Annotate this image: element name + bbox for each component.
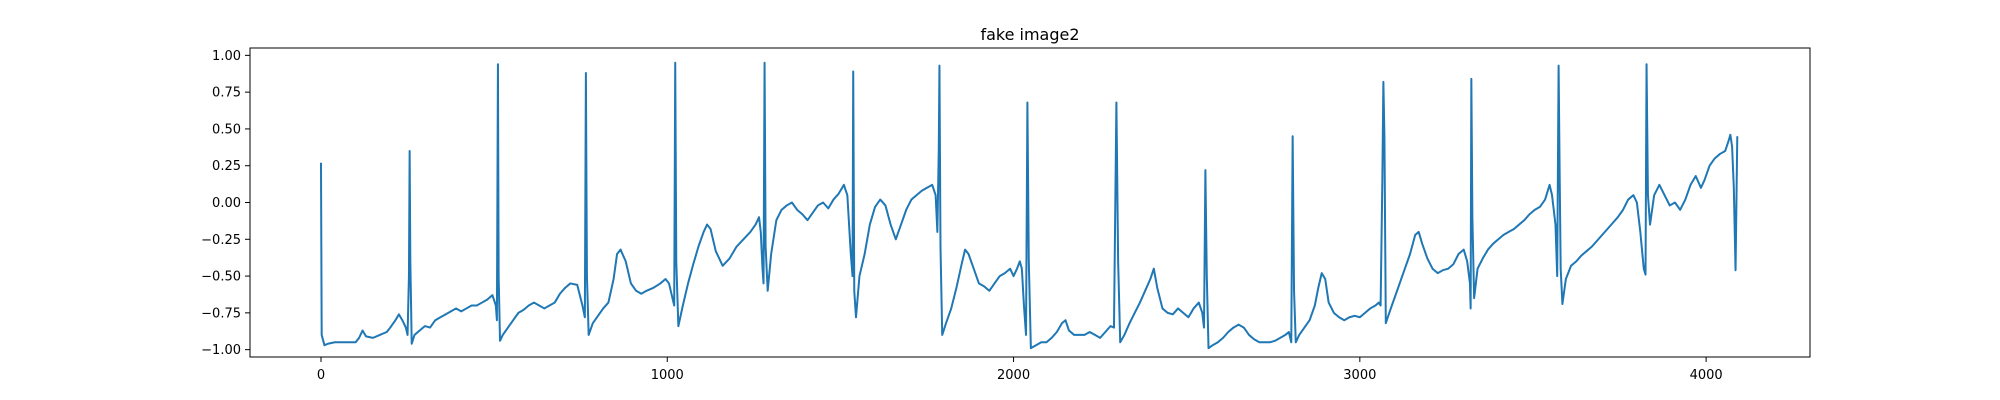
- x-axis: 0 1000 2000 3000 4000: [317, 357, 1723, 383]
- y-tick-label: 0.75: [212, 86, 241, 101]
- y-tick-label: 0.00: [212, 196, 241, 211]
- y-tick-label: 0.25: [212, 159, 241, 174]
- y-tick-label: −0.75: [201, 306, 241, 321]
- x-tick-label: 2000: [997, 368, 1030, 383]
- plot-area-frame: [249, 47, 1811, 358]
- y-tick-label: 1.00: [212, 49, 241, 64]
- y-tick-label: −1.00: [201, 343, 241, 358]
- chart-title: fake image2: [980, 25, 1079, 44]
- y-tick-label: 0.50: [212, 122, 241, 137]
- x-tick-label: 1000: [651, 368, 684, 383]
- x-tick-label: 4000: [1690, 368, 1723, 383]
- y-tick-label: −0.25: [201, 233, 241, 248]
- y-axis: 1.00 0.75 0.50 0.25 0.00 −0.25 −0.50 −0.75 −1.00: [201, 49, 250, 358]
- x-tick-label: 0: [317, 368, 325, 383]
- y-tick-label: −0.50: [201, 270, 241, 285]
- series-line: [319, 61, 1739, 350]
- x-tick-label: 3000: [1343, 368, 1376, 383]
